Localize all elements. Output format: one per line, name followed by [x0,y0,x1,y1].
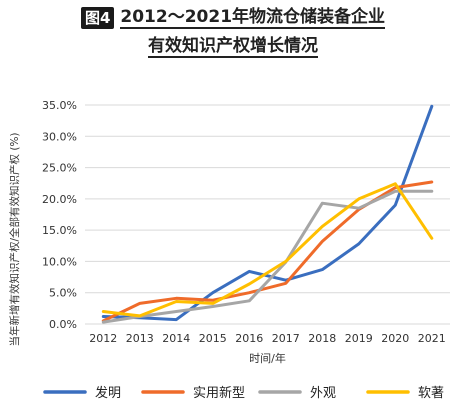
y-axis-label: 当年新增有效知识产权/全部有效知识产权 (%) [8,132,21,346]
y-tick-label: 10.0% [42,255,77,268]
y-tick-label: 25.0% [42,162,77,175]
legend-label: 外观 [310,386,336,401]
y-tick-label: 0.0% [49,318,77,331]
series-line-实用新型 [101,180,434,323]
x-tick-label: 2019 [345,332,373,345]
x-tick-label: 2014 [162,332,190,345]
y-tick-label: 5.0% [49,287,77,300]
series-line-发明 [101,104,434,322]
x-tick-label: 2015 [199,332,227,345]
legend-label: 软著 [418,386,444,401]
x-tick-label: 2020 [381,332,409,345]
x-tick-label: 2012 [89,332,117,345]
title-line-2: 有效知识产权增长情况 [148,36,318,58]
legend-label: 发明 [95,385,121,401]
title-line-1: 2012～2021年物流仓储装备企业 [120,7,386,29]
legend-label: 实用新型 [193,385,245,401]
figure-badge: 图4 [80,7,115,29]
x-tick-label: 2018 [308,332,336,345]
x-axis-label: 时间/年 [249,351,286,365]
y-tick-label: 30.0% [42,130,77,143]
x-tick-label: 2021 [418,332,446,345]
x-tick-label: 2013 [126,332,154,345]
series-line-软著 [101,182,434,318]
series-line-外观 [101,189,434,324]
y-tick-label: 15.0% [42,224,77,237]
chart-title: 图4 2012～2021年物流仓储装备企业 有效知识产权增长情况 [0,6,466,58]
x-tick-label: 2016 [235,332,263,345]
y-tick-label: 35.0% [42,99,77,112]
x-tick-label: 2017 [272,332,300,345]
y-tick-label: 20.0% [42,193,77,206]
